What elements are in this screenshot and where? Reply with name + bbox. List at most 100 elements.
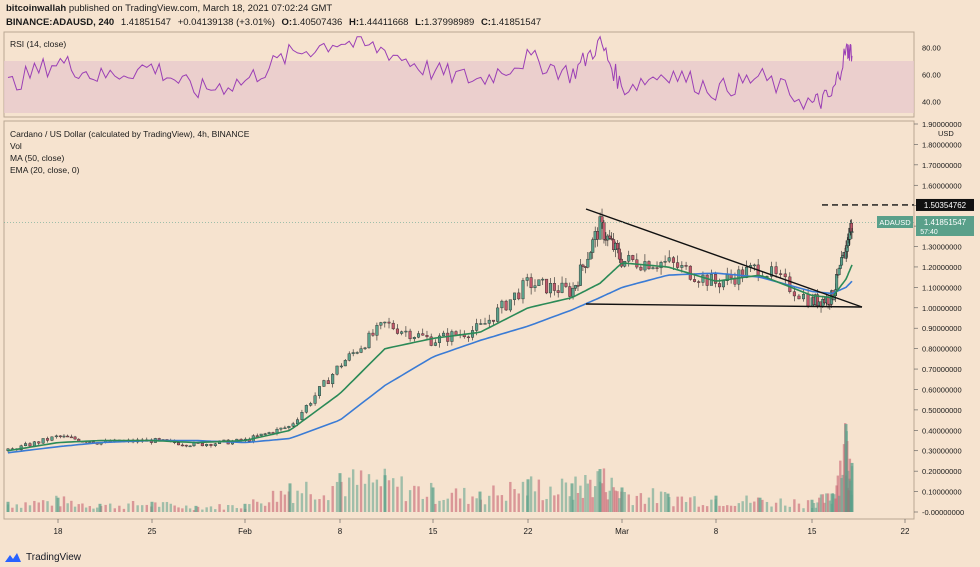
candle-body [331,374,335,385]
candle-body [545,278,549,294]
volume-bar [209,506,213,512]
volume-bar [33,500,36,512]
candle-body [62,435,66,438]
low-label: L: [415,17,425,28]
rsi-series-line [7,35,853,111]
volume-bar [92,508,95,512]
volume-bar [283,494,287,512]
candle-body [578,264,582,286]
volume-bar [842,444,846,512]
volume-bar [185,505,188,512]
candle-body [491,319,495,322]
volume-bar [726,505,729,512]
candle-body [591,239,595,253]
volume-bar [383,475,387,512]
price-pane [3,120,915,520]
volume-bar [239,508,243,512]
tradingview-branding[interactable]: TradingView [4,552,81,563]
candle-body [309,403,313,406]
candles [6,208,854,453]
volume-bar [850,462,854,512]
candle-body [69,436,73,439]
time-tick-label: 15 [429,527,438,536]
candle-body [680,265,684,268]
time-tick-label: 15 [808,527,817,536]
candle-body [487,319,491,324]
candle-body [693,279,697,282]
candle-body [58,435,62,438]
rsi-tick-label: 60.00 [922,71,941,80]
volume-bar [252,499,255,512]
volume-bar [814,507,817,512]
volume-bar [718,505,721,512]
triangle-upper-trendline[interactable] [585,208,863,308]
candle-body [479,323,483,325]
candle-body [387,321,391,324]
candle-body [404,330,408,333]
volume-bar [226,504,230,512]
volume-bar [66,503,69,512]
price-tick-label: 0.70000000 [922,365,962,374]
volume-bar [98,503,102,512]
volume-bar [84,507,88,512]
candle-body [792,291,796,297]
volume-bar [271,490,275,512]
volume-bar [844,424,848,512]
author-name[interactable]: bitcoinwallah [6,3,67,14]
candle-body [32,441,36,447]
volume-bar [710,499,713,512]
volume-bar [647,497,651,512]
candle-body [263,433,267,435]
triangle-lower-trendline[interactable] [585,303,863,308]
price-tick-label: 0.90000000 [922,324,962,333]
volume-bar [818,497,821,512]
volume-bar [509,481,512,512]
volume-bar [564,482,568,512]
published-text: published on TradingView.com, March 18, … [68,3,333,14]
candle-body [317,386,321,396]
candle-body [367,332,371,349]
volume-bar [408,490,412,512]
volume-bar [745,495,748,512]
candle-body [375,325,379,336]
volume-bar [344,496,347,512]
volume-bar [59,506,62,512]
volume-bar [396,486,399,512]
volume-bar [631,505,634,512]
candle-body [513,292,517,300]
volume-bar [604,492,608,512]
volume-bar [828,500,832,512]
candle-body [417,333,421,338]
volume-bar [359,470,363,512]
volume-bar [779,498,782,512]
volume-bar [830,493,834,512]
candle-body [797,295,801,300]
volume-bar [442,499,445,512]
candle-body [631,255,635,260]
candle-body [50,436,54,441]
volume-bar [784,505,787,512]
volume-bar [348,477,351,512]
candle-body [548,283,552,294]
candle-body [788,276,792,292]
volume-bar [475,498,478,512]
chart-header: bitcoinwallah published on TradingView.c… [6,2,545,30]
volume-bar [483,504,487,512]
candle-body [529,277,533,289]
candle-body [287,425,291,429]
time-tick-label: 8 [714,527,719,536]
volume-bar [517,493,520,512]
volume-bar [618,498,621,512]
price-tick-label: 0.60000000 [922,385,962,394]
candle-body [442,332,446,337]
volume-bar [458,498,462,512]
candle-body [379,322,383,326]
symbol-label: BINANCE:ADAUSD, 240 [6,17,115,28]
volume-bar [560,478,564,512]
candle-body [41,438,45,444]
candle-body [583,266,587,268]
candle-body [714,274,718,284]
volume-bar [596,471,599,512]
volume-bar [471,496,474,512]
